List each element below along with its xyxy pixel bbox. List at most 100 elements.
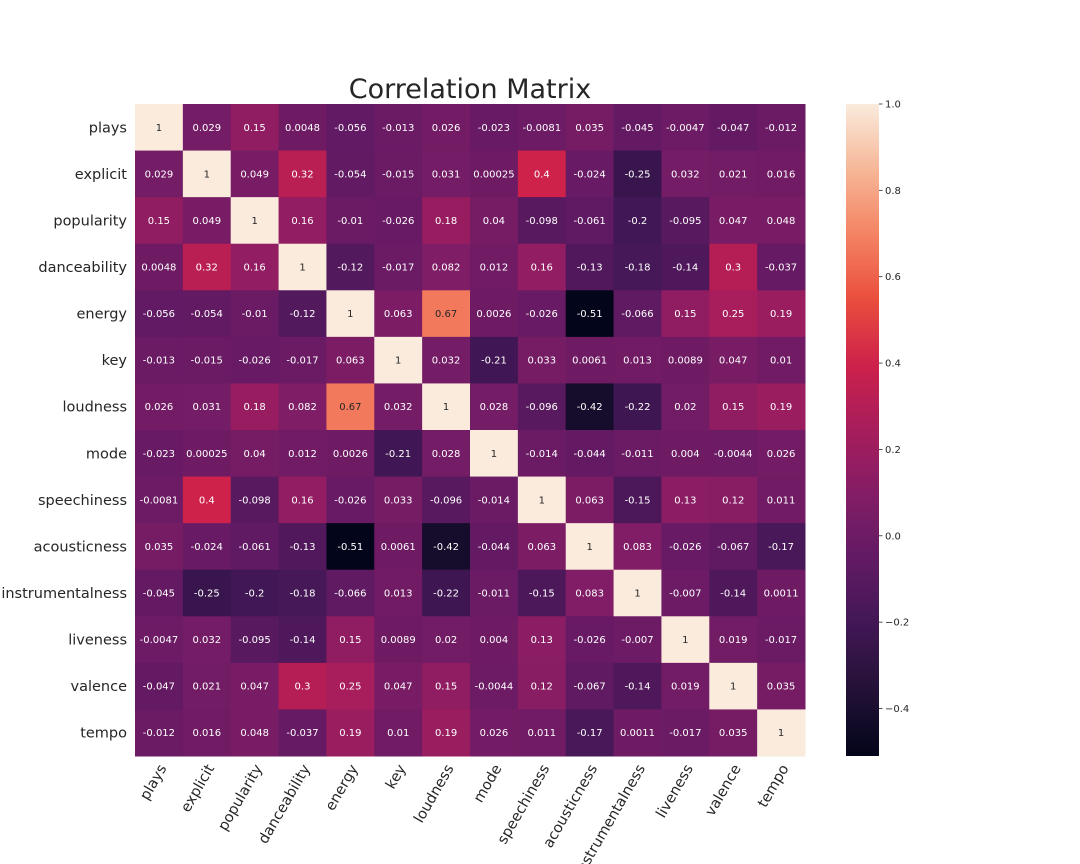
row-label: instrumentalness bbox=[1, 586, 127, 602]
heatmap-cell bbox=[613, 569, 662, 617]
cell-value-label: 0.083 bbox=[623, 542, 652, 553]
heatmap-cell bbox=[230, 383, 280, 431]
cell-value-label: -0.17 bbox=[768, 542, 794, 553]
heatmap-cell bbox=[135, 430, 184, 478]
heatmap-cell bbox=[326, 104, 375, 152]
heatmap-cell bbox=[326, 616, 375, 664]
cell-value-label: 0.026 bbox=[480, 728, 509, 739]
cell-value-label: -0.15 bbox=[625, 495, 651, 506]
heatmap-cell bbox=[135, 150, 184, 198]
heatmap-cell bbox=[517, 150, 567, 198]
heatmap-cell bbox=[278, 336, 327, 384]
heatmap-cell bbox=[422, 290, 471, 338]
cell-value-label: -0.026 bbox=[334, 495, 366, 506]
row-label: popularity bbox=[53, 213, 127, 229]
cell-value-label: -0.01 bbox=[242, 309, 268, 320]
cell-value-label: -0.015 bbox=[191, 356, 223, 367]
column-label: popularity bbox=[215, 762, 266, 834]
row-label: mode bbox=[86, 446, 127, 462]
heatmap-cell bbox=[422, 430, 471, 478]
heatmap-cell bbox=[470, 569, 519, 617]
cell-value-label: 0.15 bbox=[435, 682, 457, 693]
heatmap-cell bbox=[135, 336, 184, 384]
cell-value-label: 0.0048 bbox=[285, 123, 320, 134]
cell-value-label: -0.013 bbox=[382, 123, 414, 134]
colorbar: 1.0 0.8 0.6 0.4 0.2 0.0 −0.2 −0.4 bbox=[846, 100, 909, 756]
cell-value-label: -0.095 bbox=[239, 635, 271, 646]
cell-value-label: -0.22 bbox=[625, 402, 651, 413]
heatmap-cell bbox=[517, 616, 567, 664]
heatmap-cell bbox=[757, 569, 806, 617]
heatmap-cell bbox=[182, 104, 232, 152]
colorbar-tick-label: −0.2 bbox=[885, 618, 909, 629]
colorbar-tick-label: 0.4 bbox=[885, 359, 901, 370]
cell-value-label: -0.017 bbox=[669, 728, 701, 739]
heatmap-cell bbox=[709, 383, 758, 431]
cell-value-label: -0.21 bbox=[385, 449, 411, 460]
heatmap-cell bbox=[565, 290, 615, 338]
cell-value-label: -0.037 bbox=[286, 728, 318, 739]
cell-value-label: 0.18 bbox=[435, 216, 457, 227]
heatmap-cell bbox=[278, 709, 327, 757]
cell-value-label: -0.42 bbox=[577, 402, 603, 413]
heatmap-cell bbox=[422, 383, 471, 431]
heatmap-cell bbox=[613, 104, 662, 152]
heatmap-cell bbox=[326, 523, 375, 571]
cell-value-label: 1 bbox=[539, 495, 545, 506]
heatmap-cell bbox=[326, 150, 375, 198]
heatmap-cell bbox=[470, 243, 519, 291]
cell-value-label: 1 bbox=[634, 589, 640, 600]
heatmap-cell bbox=[278, 476, 327, 524]
cell-value-label: 0.083 bbox=[575, 589, 604, 600]
row-label: energy bbox=[76, 307, 127, 323]
heatmap-cell bbox=[326, 709, 375, 757]
cell-value-label: 0.033 bbox=[527, 356, 556, 367]
cell-value-label: -0.026 bbox=[574, 635, 606, 646]
heatmap-cell bbox=[517, 383, 567, 431]
heatmap-cell bbox=[278, 383, 327, 431]
heatmap-cell bbox=[709, 709, 758, 757]
heatmap-cell bbox=[470, 476, 519, 524]
cell-value-label: 0.19 bbox=[770, 309, 792, 320]
cell-value-label: -0.01 bbox=[337, 216, 363, 227]
cell-value-label: -0.045 bbox=[621, 123, 653, 134]
heatmap-cell bbox=[470, 290, 519, 338]
cell-value-label: 0.047 bbox=[240, 682, 269, 693]
heatmap-cell bbox=[661, 476, 710, 524]
cell-value-label: 0.012 bbox=[288, 449, 317, 460]
cell-value-label: -0.056 bbox=[334, 123, 366, 134]
heatmap-cell bbox=[470, 430, 519, 478]
cell-value-label: -0.054 bbox=[334, 169, 366, 180]
cell-value-label: -0.14 bbox=[672, 263, 698, 274]
column-label: plays bbox=[137, 762, 170, 803]
cell-value-label: 0.67 bbox=[435, 309, 457, 320]
heatmap-cell bbox=[135, 476, 184, 524]
heatmap-cell bbox=[565, 243, 615, 291]
row-labels: plays explicit popularity danceability energ… bbox=[1, 120, 127, 741]
cell-value-label: 0.0026 bbox=[333, 449, 368, 460]
cell-value-label: -0.061 bbox=[574, 216, 606, 227]
heatmap-cell bbox=[565, 383, 615, 431]
heatmap-cell bbox=[326, 336, 375, 384]
column-label: liveness bbox=[654, 762, 697, 821]
cell-value-label: -0.044 bbox=[478, 542, 510, 553]
cell-value-label: 0.035 bbox=[145, 542, 174, 553]
cell-value-label: -0.011 bbox=[621, 449, 653, 460]
heatmap-cell bbox=[470, 383, 519, 431]
cell-value-label: -0.015 bbox=[382, 169, 414, 180]
heatmap-cell bbox=[374, 523, 423, 571]
heatmap-cell bbox=[565, 616, 615, 664]
cell-value-label: 0.082 bbox=[432, 263, 461, 274]
cell-value-label: 0.18 bbox=[244, 402, 266, 413]
heatmap-cell bbox=[278, 243, 327, 291]
cell-value-label: 0.004 bbox=[671, 449, 700, 460]
cell-value-label: 0.011 bbox=[767, 495, 796, 506]
cell-value-label: -0.014 bbox=[526, 449, 558, 460]
heatmap-cell bbox=[326, 383, 375, 431]
heatmap-cell bbox=[422, 662, 471, 710]
heatmap-cell bbox=[517, 243, 567, 291]
heatmap-cell bbox=[278, 290, 327, 338]
cell-value-label: -0.007 bbox=[621, 635, 653, 646]
heatmap-cell bbox=[565, 523, 615, 571]
